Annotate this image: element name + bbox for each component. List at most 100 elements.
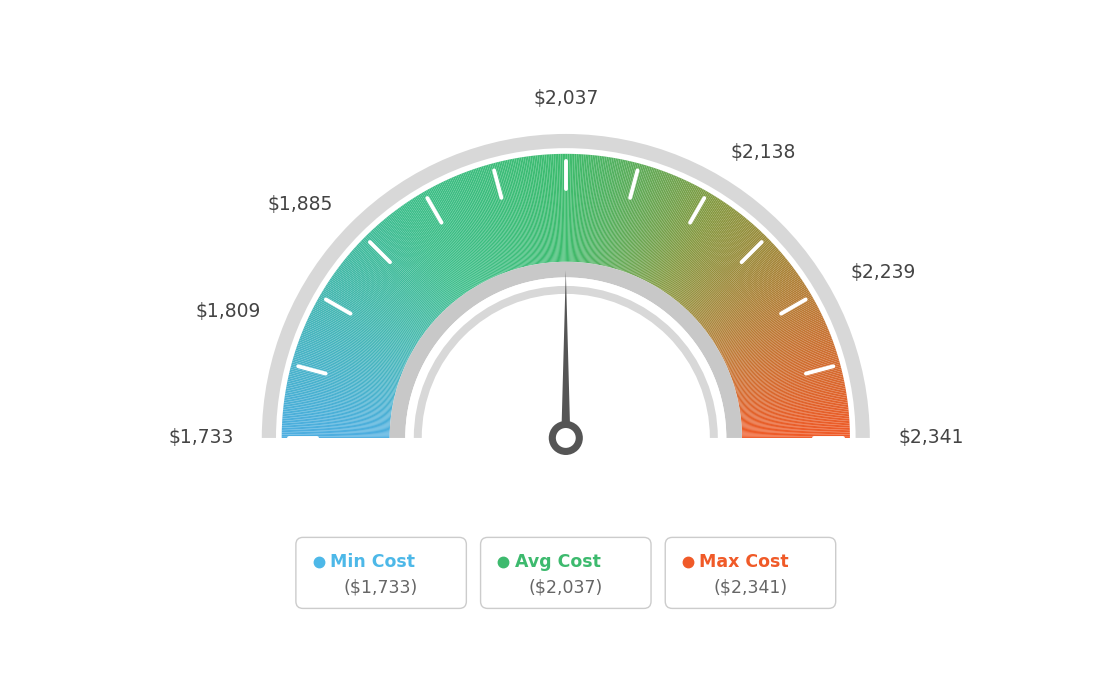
Wedge shape xyxy=(302,328,403,371)
Wedge shape xyxy=(742,433,850,435)
Wedge shape xyxy=(458,175,500,275)
Wedge shape xyxy=(330,278,421,340)
Circle shape xyxy=(549,421,583,455)
Wedge shape xyxy=(335,271,423,335)
Wedge shape xyxy=(317,299,412,353)
Wedge shape xyxy=(308,317,406,364)
Wedge shape xyxy=(699,251,782,323)
Wedge shape xyxy=(286,386,393,407)
Wedge shape xyxy=(449,178,495,277)
Wedge shape xyxy=(336,270,424,335)
Wedge shape xyxy=(514,158,535,265)
Wedge shape xyxy=(341,262,427,330)
Wedge shape xyxy=(718,295,813,351)
Wedge shape xyxy=(676,216,744,301)
Wedge shape xyxy=(284,406,391,419)
Wedge shape xyxy=(262,134,870,438)
Wedge shape xyxy=(742,427,850,433)
Wedge shape xyxy=(283,408,391,420)
Wedge shape xyxy=(365,236,442,313)
Wedge shape xyxy=(570,154,573,262)
Wedge shape xyxy=(601,159,624,266)
FancyBboxPatch shape xyxy=(296,538,466,609)
Wedge shape xyxy=(452,177,496,277)
Wedge shape xyxy=(728,327,828,370)
Wedge shape xyxy=(734,352,837,386)
Wedge shape xyxy=(295,350,399,384)
Wedge shape xyxy=(741,409,849,422)
Wedge shape xyxy=(712,279,803,341)
Wedge shape xyxy=(426,190,480,285)
Wedge shape xyxy=(363,237,442,314)
Wedge shape xyxy=(340,264,426,331)
Wedge shape xyxy=(511,159,533,265)
Wedge shape xyxy=(668,207,733,295)
Wedge shape xyxy=(707,268,795,333)
Wedge shape xyxy=(702,258,787,327)
Wedge shape xyxy=(686,230,761,310)
Wedge shape xyxy=(532,156,545,263)
Wedge shape xyxy=(556,154,561,262)
Wedge shape xyxy=(407,201,468,292)
Wedge shape xyxy=(286,385,393,406)
Wedge shape xyxy=(734,357,839,388)
Wedge shape xyxy=(669,208,734,296)
Wedge shape xyxy=(289,369,395,396)
Wedge shape xyxy=(742,426,850,431)
Wedge shape xyxy=(709,271,797,335)
Wedge shape xyxy=(710,275,799,338)
Wedge shape xyxy=(550,154,556,262)
Wedge shape xyxy=(384,218,455,302)
Wedge shape xyxy=(722,307,819,358)
Wedge shape xyxy=(617,166,650,270)
Wedge shape xyxy=(491,164,521,268)
Wedge shape xyxy=(655,193,711,286)
Wedge shape xyxy=(649,188,702,284)
Wedge shape xyxy=(567,154,570,262)
FancyBboxPatch shape xyxy=(480,538,651,609)
Wedge shape xyxy=(432,186,484,282)
Wedge shape xyxy=(509,159,532,266)
Wedge shape xyxy=(291,364,395,393)
Wedge shape xyxy=(288,377,394,402)
Wedge shape xyxy=(725,319,825,365)
Wedge shape xyxy=(440,182,489,280)
Wedge shape xyxy=(354,248,435,321)
Wedge shape xyxy=(319,297,413,351)
Wedge shape xyxy=(622,168,657,271)
Wedge shape xyxy=(704,262,790,330)
Wedge shape xyxy=(698,250,781,322)
Wedge shape xyxy=(297,344,400,380)
Wedge shape xyxy=(538,155,549,263)
Wedge shape xyxy=(596,158,617,265)
Wedge shape xyxy=(647,186,698,282)
Text: Min Cost: Min Cost xyxy=(330,553,415,571)
Wedge shape xyxy=(283,409,391,422)
Wedge shape xyxy=(735,360,840,391)
Wedge shape xyxy=(742,422,850,429)
Text: Avg Cost: Avg Cost xyxy=(514,553,601,571)
Wedge shape xyxy=(572,154,576,262)
Wedge shape xyxy=(741,399,848,415)
Wedge shape xyxy=(741,404,848,418)
Wedge shape xyxy=(602,160,626,266)
Wedge shape xyxy=(414,286,718,438)
Wedge shape xyxy=(282,424,390,430)
Wedge shape xyxy=(344,258,429,327)
Wedge shape xyxy=(729,332,830,373)
Wedge shape xyxy=(307,320,405,366)
Wedge shape xyxy=(665,203,726,293)
Wedge shape xyxy=(724,314,822,362)
Wedge shape xyxy=(595,158,616,264)
Wedge shape xyxy=(620,168,656,270)
Wedge shape xyxy=(732,344,835,380)
Wedge shape xyxy=(741,408,849,420)
Wedge shape xyxy=(456,175,499,275)
Wedge shape xyxy=(475,168,510,271)
Wedge shape xyxy=(709,273,798,336)
Wedge shape xyxy=(716,292,810,348)
Wedge shape xyxy=(299,337,401,376)
Wedge shape xyxy=(737,371,842,397)
Wedge shape xyxy=(634,176,677,276)
Wedge shape xyxy=(713,283,805,343)
